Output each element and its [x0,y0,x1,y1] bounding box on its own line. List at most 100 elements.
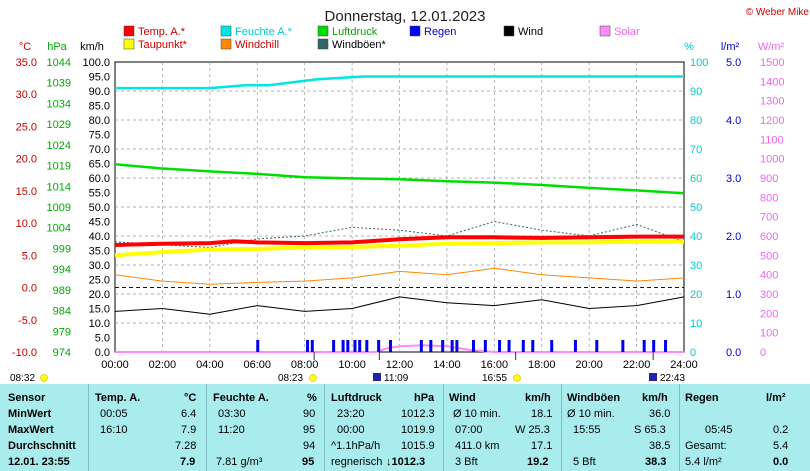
table-header-temp-unit: °C [184,392,197,404]
pressure-tick-label: 1004 [47,223,71,235]
table-header-temp: Temp. A. [95,392,141,404]
x-tick-label: 00:00 [101,359,129,371]
sunrise-label: 08:32 [10,373,35,384]
wind-tick-label: 10.0 [89,318,110,330]
rain-bar [652,340,656,352]
temp-tick-label: 30.0 [16,89,37,101]
temp-tick-label: -5.0 [18,315,37,327]
legend-label: Luftdruck [332,26,378,38]
rain-bar [429,340,433,352]
solar-tick-label: 800 [760,192,778,204]
x-tick-label: 12:00 [386,359,414,371]
solar-tick-label: 1400 [760,76,784,88]
legend-label: Feuchte A.* [235,26,293,38]
moon-icon [649,373,657,381]
rain-bar [389,340,393,352]
statistics-table [0,384,810,471]
wind-tick-label: 60.0 [89,173,110,185]
humidity-tick-label: 80 [690,115,702,127]
pressure-average-value: 1015.9 [401,440,435,452]
series-line-taupunkt [114,239,684,258]
table-separator [443,384,444,471]
solar-noon-icon [373,373,381,381]
temp-min-value: 6.4 [181,408,197,420]
series-line-solar [115,344,684,353]
x-tick-label: 24:00 [670,359,698,371]
rain-bar [310,340,314,352]
rain-bar [256,340,260,352]
wind-tick-label: 35.0 [89,246,110,258]
wind-average-value: 17.1 [531,440,553,452]
legend-label: Windböen* [332,39,387,51]
gust-max-direction: S 65.3 [634,424,666,436]
rain-current-value: 0.0 [773,456,789,468]
wind-tick-label: 40.0 [89,231,110,243]
humidity-current-value: 95 [302,456,315,468]
wind-min-value: 18.1 [531,408,553,420]
wind-tick-label: 95.0 [89,72,110,84]
legend-label: Temp. A.* [138,26,186,38]
wind-tick-label: 20.0 [89,289,110,301]
wind-tick-label: 55.0 [89,188,110,200]
rain-bar [531,340,535,352]
humidity-tick-label: 100 [690,57,708,69]
temp-tick-label: -10.0 [12,347,37,359]
pressure-trend: ^1.1hPa/h [331,440,381,452]
solar-tick-label: 1000 [760,154,784,166]
pressure-tick-label: 979 [53,326,71,338]
humidity-min-time: 03:30 [218,408,246,420]
solar-tick-label: 900 [760,173,778,185]
wind-tick-label: 25.0 [89,275,110,287]
rain-total-value: 5.4 [773,440,789,452]
temp-tick-label: 20.0 [16,154,37,166]
sunrise-marker-label: 08:23 [278,373,303,384]
pressure-tick-label: 1034 [47,98,71,110]
pressure-tick-label: 1044 [47,57,71,69]
series-line-feuchtea [115,75,684,90]
rain-bar [573,340,577,352]
x-tick-label: 10:00 [338,359,366,371]
temp-min-time: 00:05 [100,408,128,420]
gust-current-value: 38.3 [645,456,667,468]
solar-axis-unit: W/m² [758,41,785,53]
wind-min-desc: Ø 10 min. [453,408,501,420]
rain-bar [441,340,445,352]
solar-tick-label: 600 [760,231,778,243]
table-header-pressure: Luftdruck [331,392,382,404]
rain-tick-label: 4.0 [726,115,741,127]
pressure-axis-unit: hPa [47,41,67,53]
solar-tick-label: 700 [760,212,778,224]
x-tick-label: 20:00 [575,359,603,371]
rain-axis-unit: l/m² [721,41,740,53]
rain-bar [306,340,310,352]
gust-min-desc: Ø 10 min. [567,408,615,420]
x-tick-label: 06:00 [243,359,271,371]
rain-bar [664,340,668,352]
wind-tick-label: 65.0 [89,159,110,171]
rain-bar [471,340,475,352]
legend-label: Wind [518,26,543,38]
table-separator [324,384,325,471]
temp-tick-label: 15.0 [16,186,37,198]
rain-tick-label: 3.0 [726,173,741,185]
humidity-tick-label: 90 [690,86,702,98]
table-separator [206,384,207,471]
gust-beaufort: 5 Bft [573,456,596,468]
wind-distance: 411.0 km [455,440,500,452]
solar-tick-label: 100 [760,328,778,340]
pressure-tick-label: 999 [53,243,71,255]
weather-forecast: regnerisch [331,456,383,468]
humidity-tick-label: 10 [690,318,702,330]
humidity-tick-label: 20 [690,289,702,301]
rain-tick-label: 2.0 [726,231,741,243]
series-line-luftdruck [114,163,685,195]
humidity-min-value: 90 [303,408,316,420]
solar-tick-label: 200 [760,308,778,320]
temp-axis-unit: °C [19,41,31,53]
rain-bar [419,340,423,352]
x-tick-label: 02:00 [149,359,177,371]
pressure-tick-label: 1009 [47,202,71,214]
rain-bar [483,340,487,352]
solar-tick-label: 400 [760,270,778,282]
sunset-marker-label: 16:55 [482,373,507,384]
